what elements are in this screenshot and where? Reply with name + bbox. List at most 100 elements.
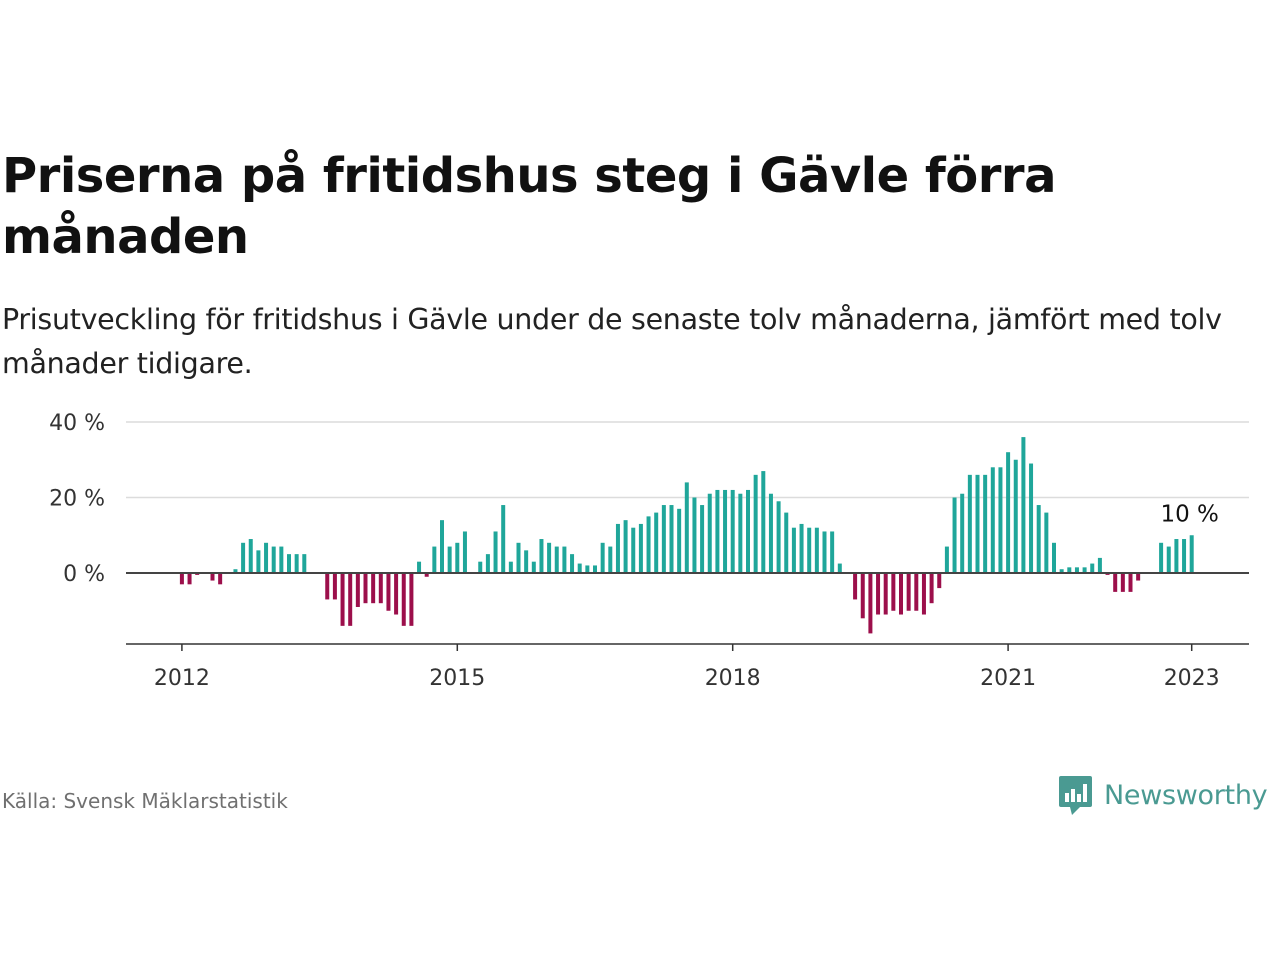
bar — [531, 561, 536, 573]
bar — [1044, 512, 1049, 573]
bar — [883, 573, 888, 615]
bar — [554, 546, 559, 573]
bar — [723, 489, 728, 573]
bar — [615, 523, 620, 573]
bar — [661, 505, 666, 573]
bar — [1128, 573, 1133, 592]
bar — [371, 573, 376, 604]
bar — [799, 523, 804, 573]
bar — [279, 546, 284, 573]
bar — [1029, 463, 1034, 573]
bar — [325, 573, 330, 600]
bar — [891, 573, 896, 611]
bar — [768, 493, 773, 573]
x-tick-label: 2015 — [429, 666, 485, 691]
x-axis: 2012 2015 2018 2021 2023 — [126, 572, 1249, 691]
brand-name: Newsworthy — [1104, 779, 1268, 811]
bar — [241, 542, 246, 573]
bar — [937, 573, 942, 589]
bar — [417, 561, 422, 573]
bar — [570, 554, 575, 574]
bar — [287, 554, 291, 574]
y-tick-label: 20 % — [49, 487, 105, 512]
bar — [462, 531, 467, 573]
bar — [669, 505, 674, 573]
bar — [715, 489, 720, 573]
bar — [432, 546, 437, 573]
bar — [447, 546, 452, 573]
bar — [187, 573, 192, 585]
bar — [294, 554, 299, 574]
bar — [952, 497, 957, 573]
x-tick-label: 2012 — [154, 666, 210, 691]
x-tick-label: 2018 — [705, 666, 761, 691]
bar — [547, 542, 552, 573]
bar — [386, 573, 391, 611]
bar — [1013, 459, 1018, 573]
bar — [1082, 567, 1087, 573]
bar — [631, 527, 636, 573]
bar — [332, 573, 337, 600]
bar — [692, 497, 697, 573]
bar — [990, 467, 995, 573]
bar — [455, 542, 460, 573]
bar — [210, 573, 215, 581]
bar — [1174, 539, 1179, 574]
bar — [983, 474, 988, 573]
bar — [944, 546, 949, 573]
newsworthy-logo-icon — [1059, 776, 1092, 815]
bar — [248, 539, 253, 574]
bar — [921, 573, 926, 615]
bar — [562, 546, 567, 573]
bar — [524, 550, 529, 573]
bar — [264, 542, 269, 573]
bar — [776, 501, 781, 573]
bar — [593, 565, 597, 573]
brand-logo[interactable]: Newsworthy — [1058, 772, 1268, 818]
x-tick-label: 2021 — [980, 666, 1036, 691]
bar — [340, 573, 345, 626]
y-axis: 0 % 20 % 40 % — [49, 411, 105, 587]
bar — [378, 573, 383, 604]
bar — [929, 573, 934, 604]
bar — [1006, 452, 1011, 573]
bar — [738, 493, 743, 573]
bar — [807, 527, 812, 573]
bar — [600, 542, 605, 573]
bar — [501, 505, 506, 573]
bar — [1021, 437, 1026, 573]
bar — [654, 512, 659, 573]
bar — [1182, 539, 1187, 574]
bar — [899, 573, 903, 615]
bar — [646, 516, 651, 574]
bar — [508, 561, 513, 573]
annotations: 10 % — [1160, 501, 1218, 527]
bar — [761, 471, 766, 573]
bar — [677, 508, 682, 573]
bar — [256, 550, 261, 573]
bar — [960, 493, 965, 573]
bar — [730, 489, 735, 573]
bar — [830, 531, 835, 573]
bar — [348, 573, 353, 626]
bar — [1120, 573, 1125, 592]
bar — [608, 546, 613, 573]
bar — [1052, 542, 1056, 573]
bar-chart: 0 % 20 % 40 % 2012 2015 2018 2021 2023 10 % — [49, 411, 1249, 691]
bar — [814, 527, 819, 573]
bar — [638, 523, 643, 573]
bar — [876, 573, 881, 615]
bar — [1036, 505, 1041, 573]
bar — [539, 539, 544, 574]
bar — [355, 573, 360, 607]
bar — [478, 561, 483, 573]
bar — [822, 531, 827, 573]
bar — [485, 554, 490, 574]
bar — [967, 474, 972, 573]
bar — [401, 573, 406, 626]
y-tick-label: 40 % — [49, 411, 105, 436]
bar — [998, 467, 1003, 573]
bar — [179, 573, 184, 585]
bar — [1059, 569, 1064, 573]
bar — [837, 563, 842, 573]
